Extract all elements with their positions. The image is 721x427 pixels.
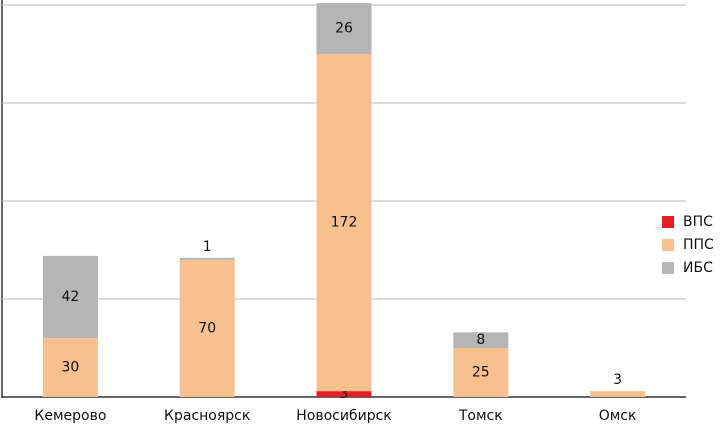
value-label: 3 — [613, 372, 622, 388]
bar-segment — [316, 54, 372, 392]
value-label: 70 — [198, 320, 216, 336]
value-label: 172 — [331, 215, 358, 231]
value-label: 30 — [61, 360, 79, 376]
bar-segment — [179, 259, 235, 397]
bar-segment — [590, 391, 646, 397]
bar-segment — [316, 3, 372, 54]
bar-segment — [316, 391, 372, 397]
legend-label: ИБС — [683, 260, 713, 276]
value-label: 25 — [472, 365, 490, 381]
value-label: 3 — [340, 386, 349, 402]
bar-segment — [453, 332, 509, 348]
bar-segment — [453, 348, 509, 397]
legend-label: ВПС — [683, 214, 713, 230]
x-tick-label: Красноярск — [164, 408, 250, 424]
value-label: 42 — [61, 289, 79, 305]
legend-swatch — [662, 262, 674, 274]
legend-swatch — [662, 239, 674, 251]
x-tick-label: Новосибирск — [296, 408, 391, 424]
bar-segment — [179, 257, 235, 260]
value-label: 8 — [476, 332, 485, 348]
x-tick-label: Кемерово — [34, 408, 106, 424]
legend-swatch — [662, 216, 674, 228]
value-label: 1 — [203, 239, 212, 255]
x-tick-label: Омск — [599, 408, 637, 424]
value-label: 26 — [335, 21, 353, 37]
bar-segment — [42, 338, 98, 397]
legend-label: ППС — [683, 237, 714, 253]
bar-segment — [42, 255, 98, 339]
x-tick-label: Томск — [458, 408, 503, 424]
